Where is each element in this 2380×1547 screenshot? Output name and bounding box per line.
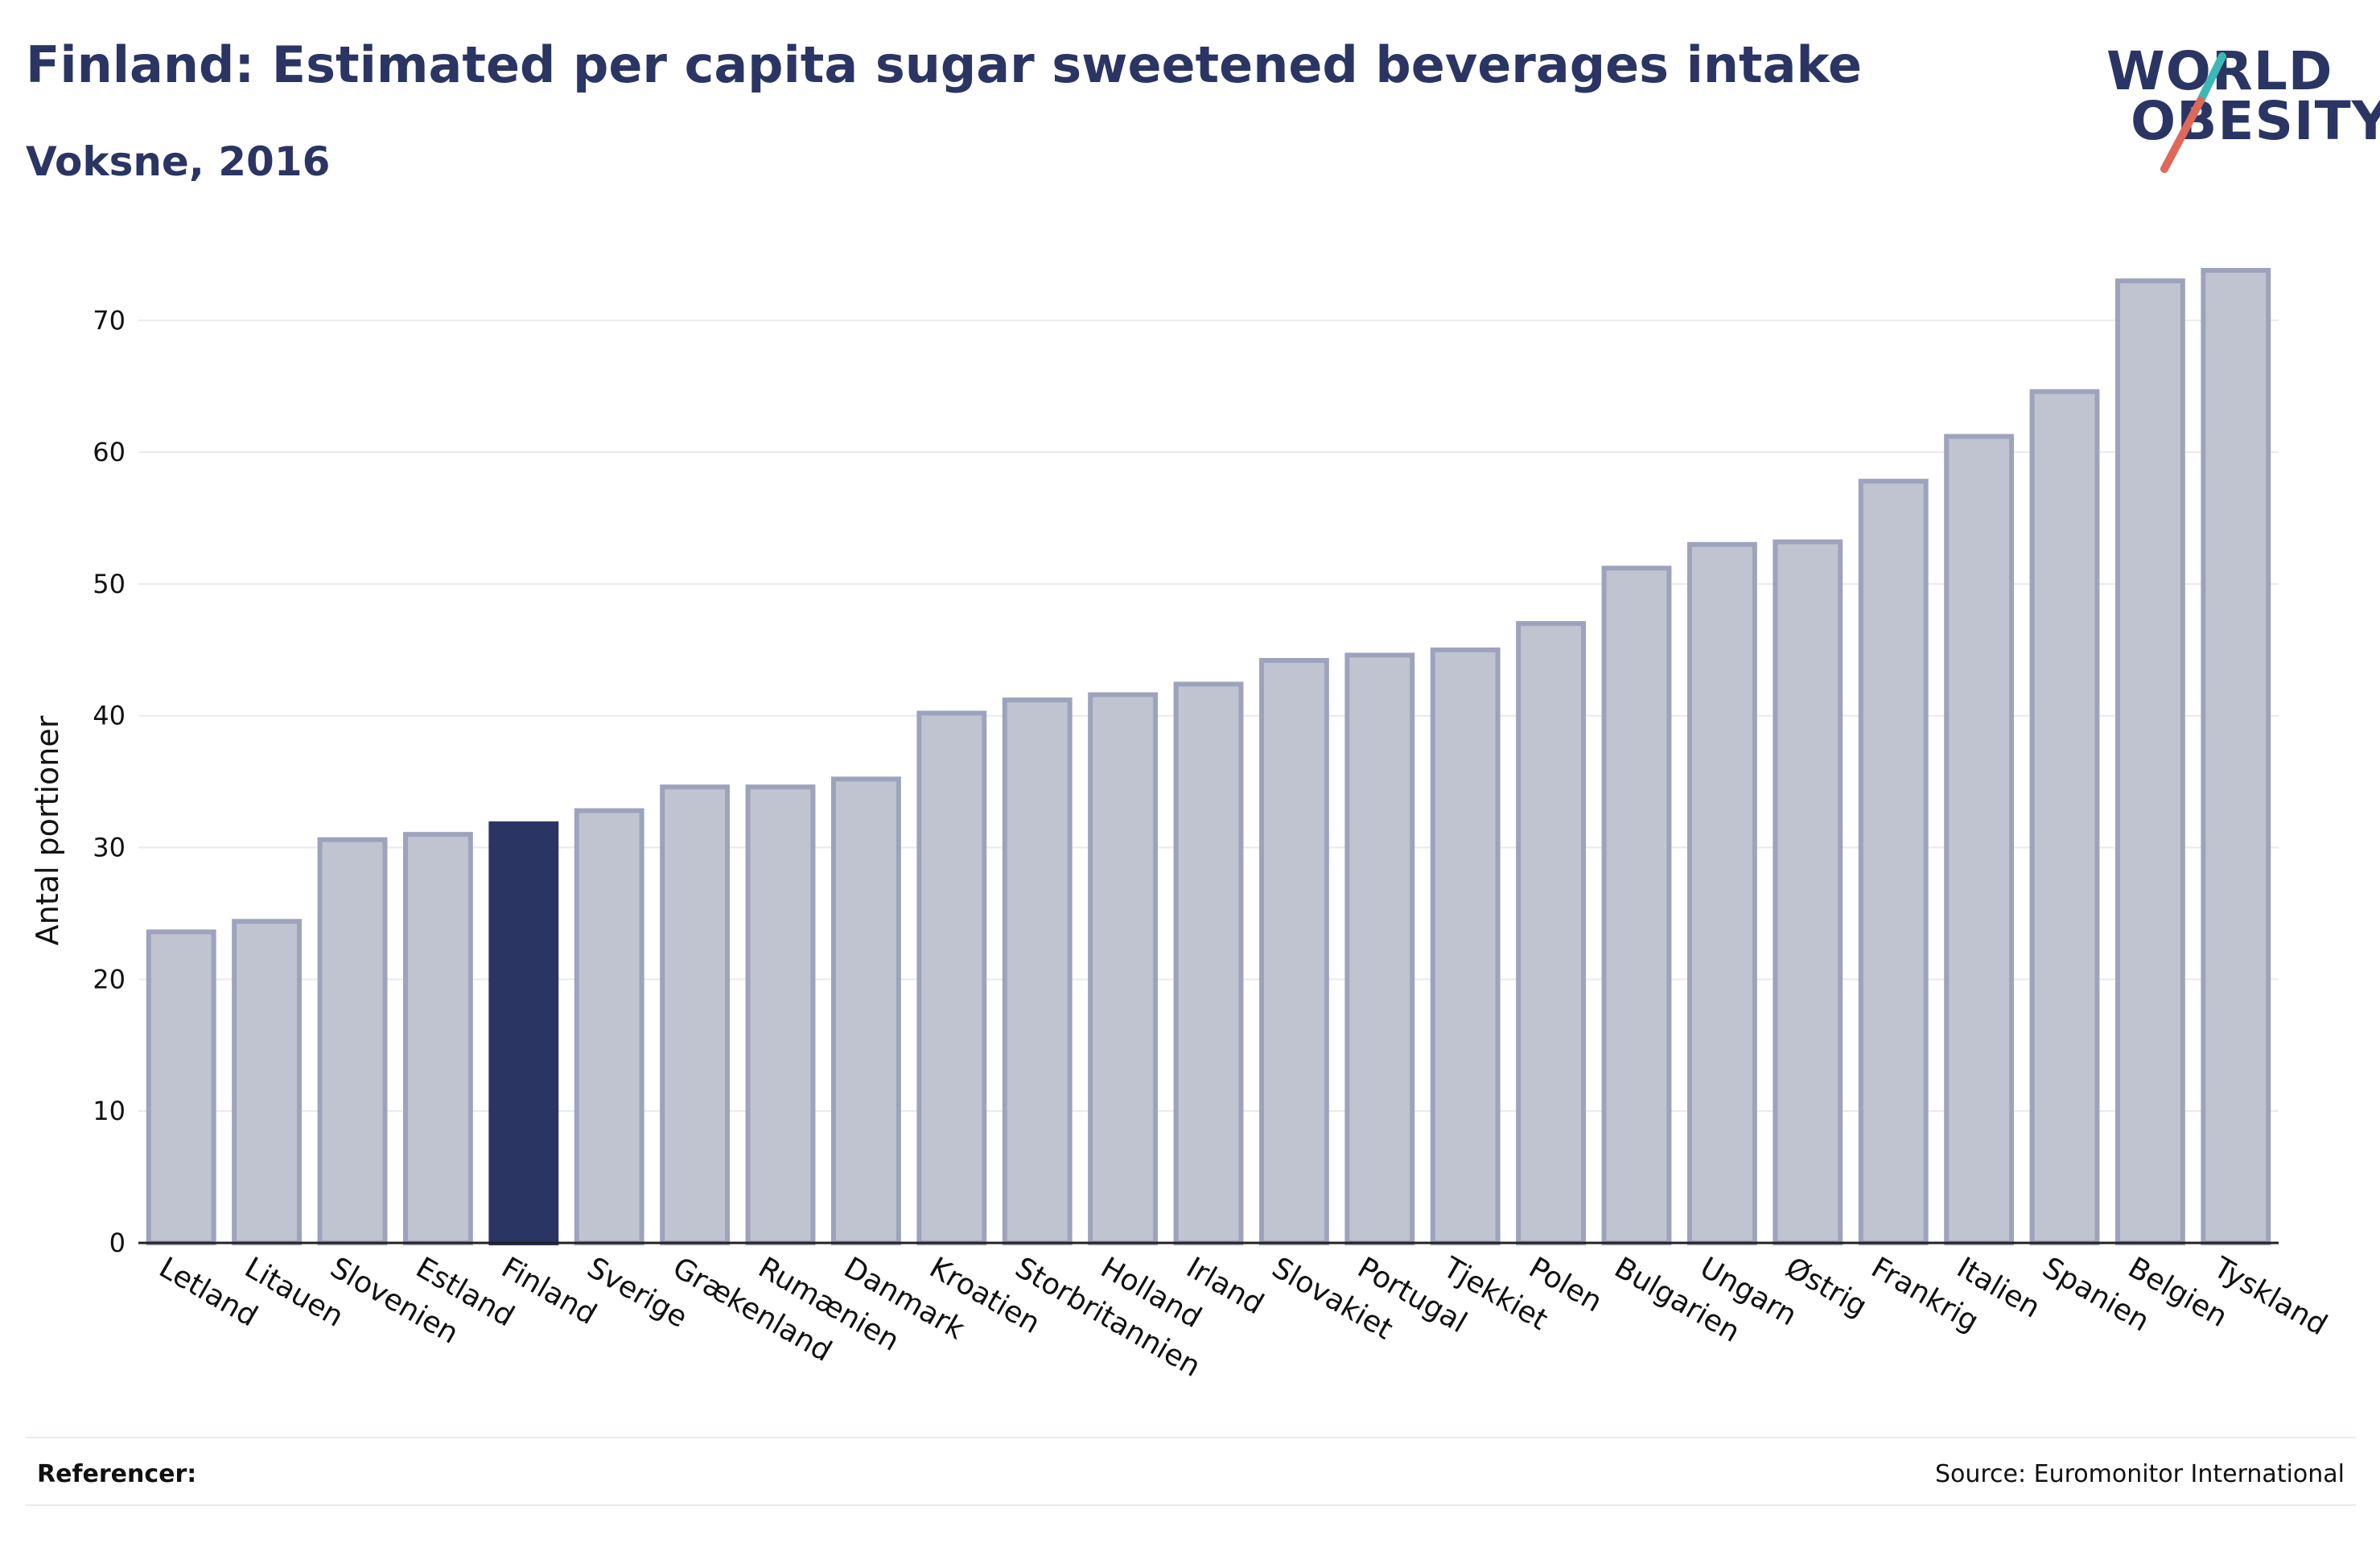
bar	[1858, 479, 1929, 1245]
x-tick-label: Finland	[496, 1251, 602, 1331]
bar	[146, 929, 216, 1246]
bar	[1601, 566, 1672, 1245]
y-tick-label: 40	[93, 701, 126, 731]
y-tick-label: 10	[93, 1096, 126, 1126]
bar	[916, 710, 987, 1245]
bar	[2029, 389, 2100, 1245]
x-tick-label: Litauen	[239, 1251, 349, 1334]
y-tick-label: 70	[93, 305, 126, 335]
footer-divider-top	[26, 1437, 2356, 1438]
y-tick-label: 30	[93, 833, 126, 863]
source-text: Source: Euromonitor International	[1934, 1460, 2345, 1488]
footer-divider-bottom	[26, 1504, 2356, 1506]
references-label: Referencer:	[37, 1460, 197, 1488]
y-tick-label: 20	[93, 964, 126, 994]
bar	[574, 808, 644, 1245]
bar	[745, 784, 816, 1245]
bar	[2201, 268, 2271, 1246]
bar	[317, 837, 388, 1245]
bar	[1088, 692, 1159, 1245]
bar	[1344, 652, 1415, 1245]
y-axis-label: Antal portioner	[30, 715, 65, 945]
bars	[146, 268, 2271, 1246]
world-obesity-logo: WORLD OBESITY	[2106, 40, 2380, 173]
bar	[660, 784, 731, 1245]
y-tick-label: 60	[93, 437, 126, 467]
logo-text-obesity: OBESITY	[2131, 90, 2380, 152]
bar	[830, 776, 901, 1245]
y-tick-label: 50	[93, 569, 126, 599]
bar	[1173, 681, 1244, 1245]
y-tick-label: 0	[109, 1228, 126, 1258]
bar-chart: 0 10 20 30 40 50 60 70 Antal portioner LetlandLit…	[30, 268, 2333, 1384]
chart-title: Finland: Estimated per capita sugar swee…	[26, 35, 1863, 94]
bar	[2114, 278, 2185, 1245]
chart-subtitle: Voksne, 2016	[26, 138, 331, 185]
bar	[232, 919, 303, 1245]
bar	[488, 821, 559, 1245]
x-tick-label: Letland	[154, 1251, 263, 1333]
logo-slash-icon	[2160, 52, 2226, 173]
bar	[1944, 434, 2015, 1245]
bar	[1430, 647, 1501, 1245]
bar	[402, 832, 473, 1245]
bar	[1686, 541, 1757, 1245]
bar	[1258, 657, 1329, 1245]
bar	[1002, 697, 1073, 1245]
bar	[1516, 621, 1587, 1245]
bar	[1773, 539, 1843, 1245]
x-tick-label: Tyskland	[2207, 1251, 2333, 1343]
